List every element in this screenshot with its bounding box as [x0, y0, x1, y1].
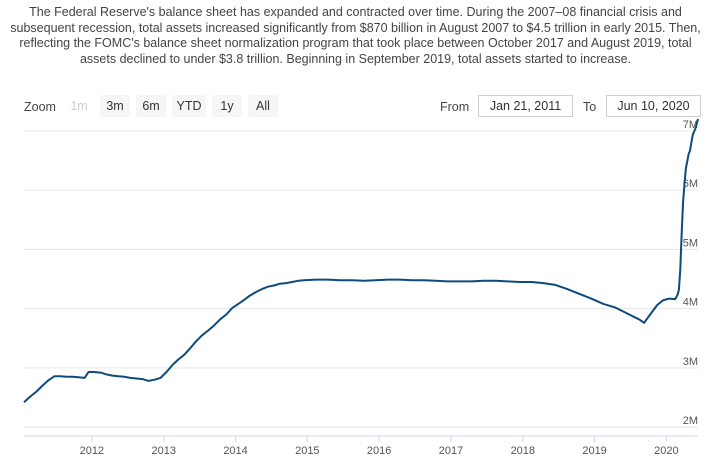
x-tick-label: 2016 — [367, 445, 391, 457]
y-tick-label: 3M — [683, 356, 698, 368]
x-tick-label: 2017 — [439, 445, 463, 457]
x-tick-label: 2019 — [582, 445, 606, 457]
total-assets-line — [23, 118, 699, 403]
y-axis-labels: 2M 3M 4M 5M 6M 7M — [683, 119, 698, 427]
y-tick-label: 5M — [683, 237, 698, 249]
zoom-label: Zoom — [24, 100, 56, 114]
chart-description: The Federal Reserve's balance sheet has … — [10, 5, 701, 66]
y-tick-label: 6M — [683, 178, 698, 190]
x-tick-label: 2015 — [295, 445, 319, 457]
zoom-ytd-button[interactable]: YTD — [172, 95, 206, 117]
zoom-1m-button[interactable]: 1m — [64, 95, 94, 117]
x-axis-ticks — [91, 436, 667, 442]
from-date-input[interactable]: Jan 21, 2011 — [478, 95, 573, 117]
y-tick-label: 4M — [683, 297, 698, 309]
x-tick-label: 2013 — [152, 445, 176, 457]
to-date-input[interactable]: Jun 10, 2020 — [606, 95, 701, 117]
x-axis-labels: 2012 2013 2014 2015 2016 2017 2018 2019 2020 — [80, 445, 679, 457]
zoom-all-button[interactable]: All — [248, 95, 278, 117]
zoom-1y-button[interactable]: 1y — [212, 95, 242, 117]
range-selector-toolbar: Zoom 1m 3m 6m YTD 1y All From Jan 21, 20… — [0, 95, 711, 117]
zoom-3m-button[interactable]: 3m — [100, 95, 130, 117]
y-tick-label: 2M — [683, 415, 698, 427]
x-tick-label: 2014 — [223, 445, 247, 457]
y-tick-label: 7M — [683, 119, 698, 131]
x-tick-label: 2012 — [80, 445, 104, 457]
x-tick-label: 2018 — [511, 445, 535, 457]
zoom-6m-button[interactable]: 6m — [136, 95, 166, 117]
grid-lines — [24, 130, 698, 428]
x-tick-label: 2020 — [654, 445, 678, 457]
from-label: From — [440, 100, 470, 114]
to-label: To — [583, 100, 597, 114]
